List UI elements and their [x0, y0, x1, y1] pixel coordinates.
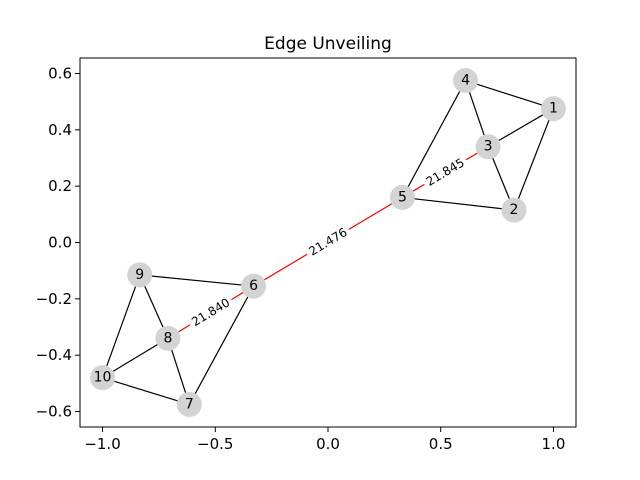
node-label-10: 10	[94, 370, 112, 386]
node-label-1: 1	[549, 101, 558, 117]
y-tick-label: 0.2	[48, 177, 72, 195]
x-tick-label: −0.5	[197, 435, 233, 453]
node-label-4: 4	[461, 73, 470, 89]
node-label-2: 2	[510, 202, 519, 218]
y-tick-label: 0.0	[48, 234, 72, 252]
y-tick-label: −0.4	[36, 346, 72, 364]
node-label-3: 3	[484, 139, 493, 155]
y-tick-label: −0.6	[36, 403, 72, 421]
y-tick-label: 0.4	[48, 121, 72, 139]
y-tick-label: 0.6	[48, 64, 72, 82]
y-tick-label: −0.2	[36, 290, 72, 308]
node-label-8: 8	[163, 330, 172, 346]
x-tick-label: −1.0	[84, 435, 120, 453]
chart-title: Edge Unveiling	[264, 34, 392, 54]
node-label-7: 7	[185, 396, 194, 412]
x-tick-label: 0.0	[316, 435, 340, 453]
node-label-5: 5	[398, 189, 407, 205]
node-label-9: 9	[135, 267, 144, 283]
node-label-6: 6	[249, 278, 258, 294]
x-tick-label: 0.5	[429, 435, 453, 453]
x-tick-label: 1.0	[542, 435, 566, 453]
